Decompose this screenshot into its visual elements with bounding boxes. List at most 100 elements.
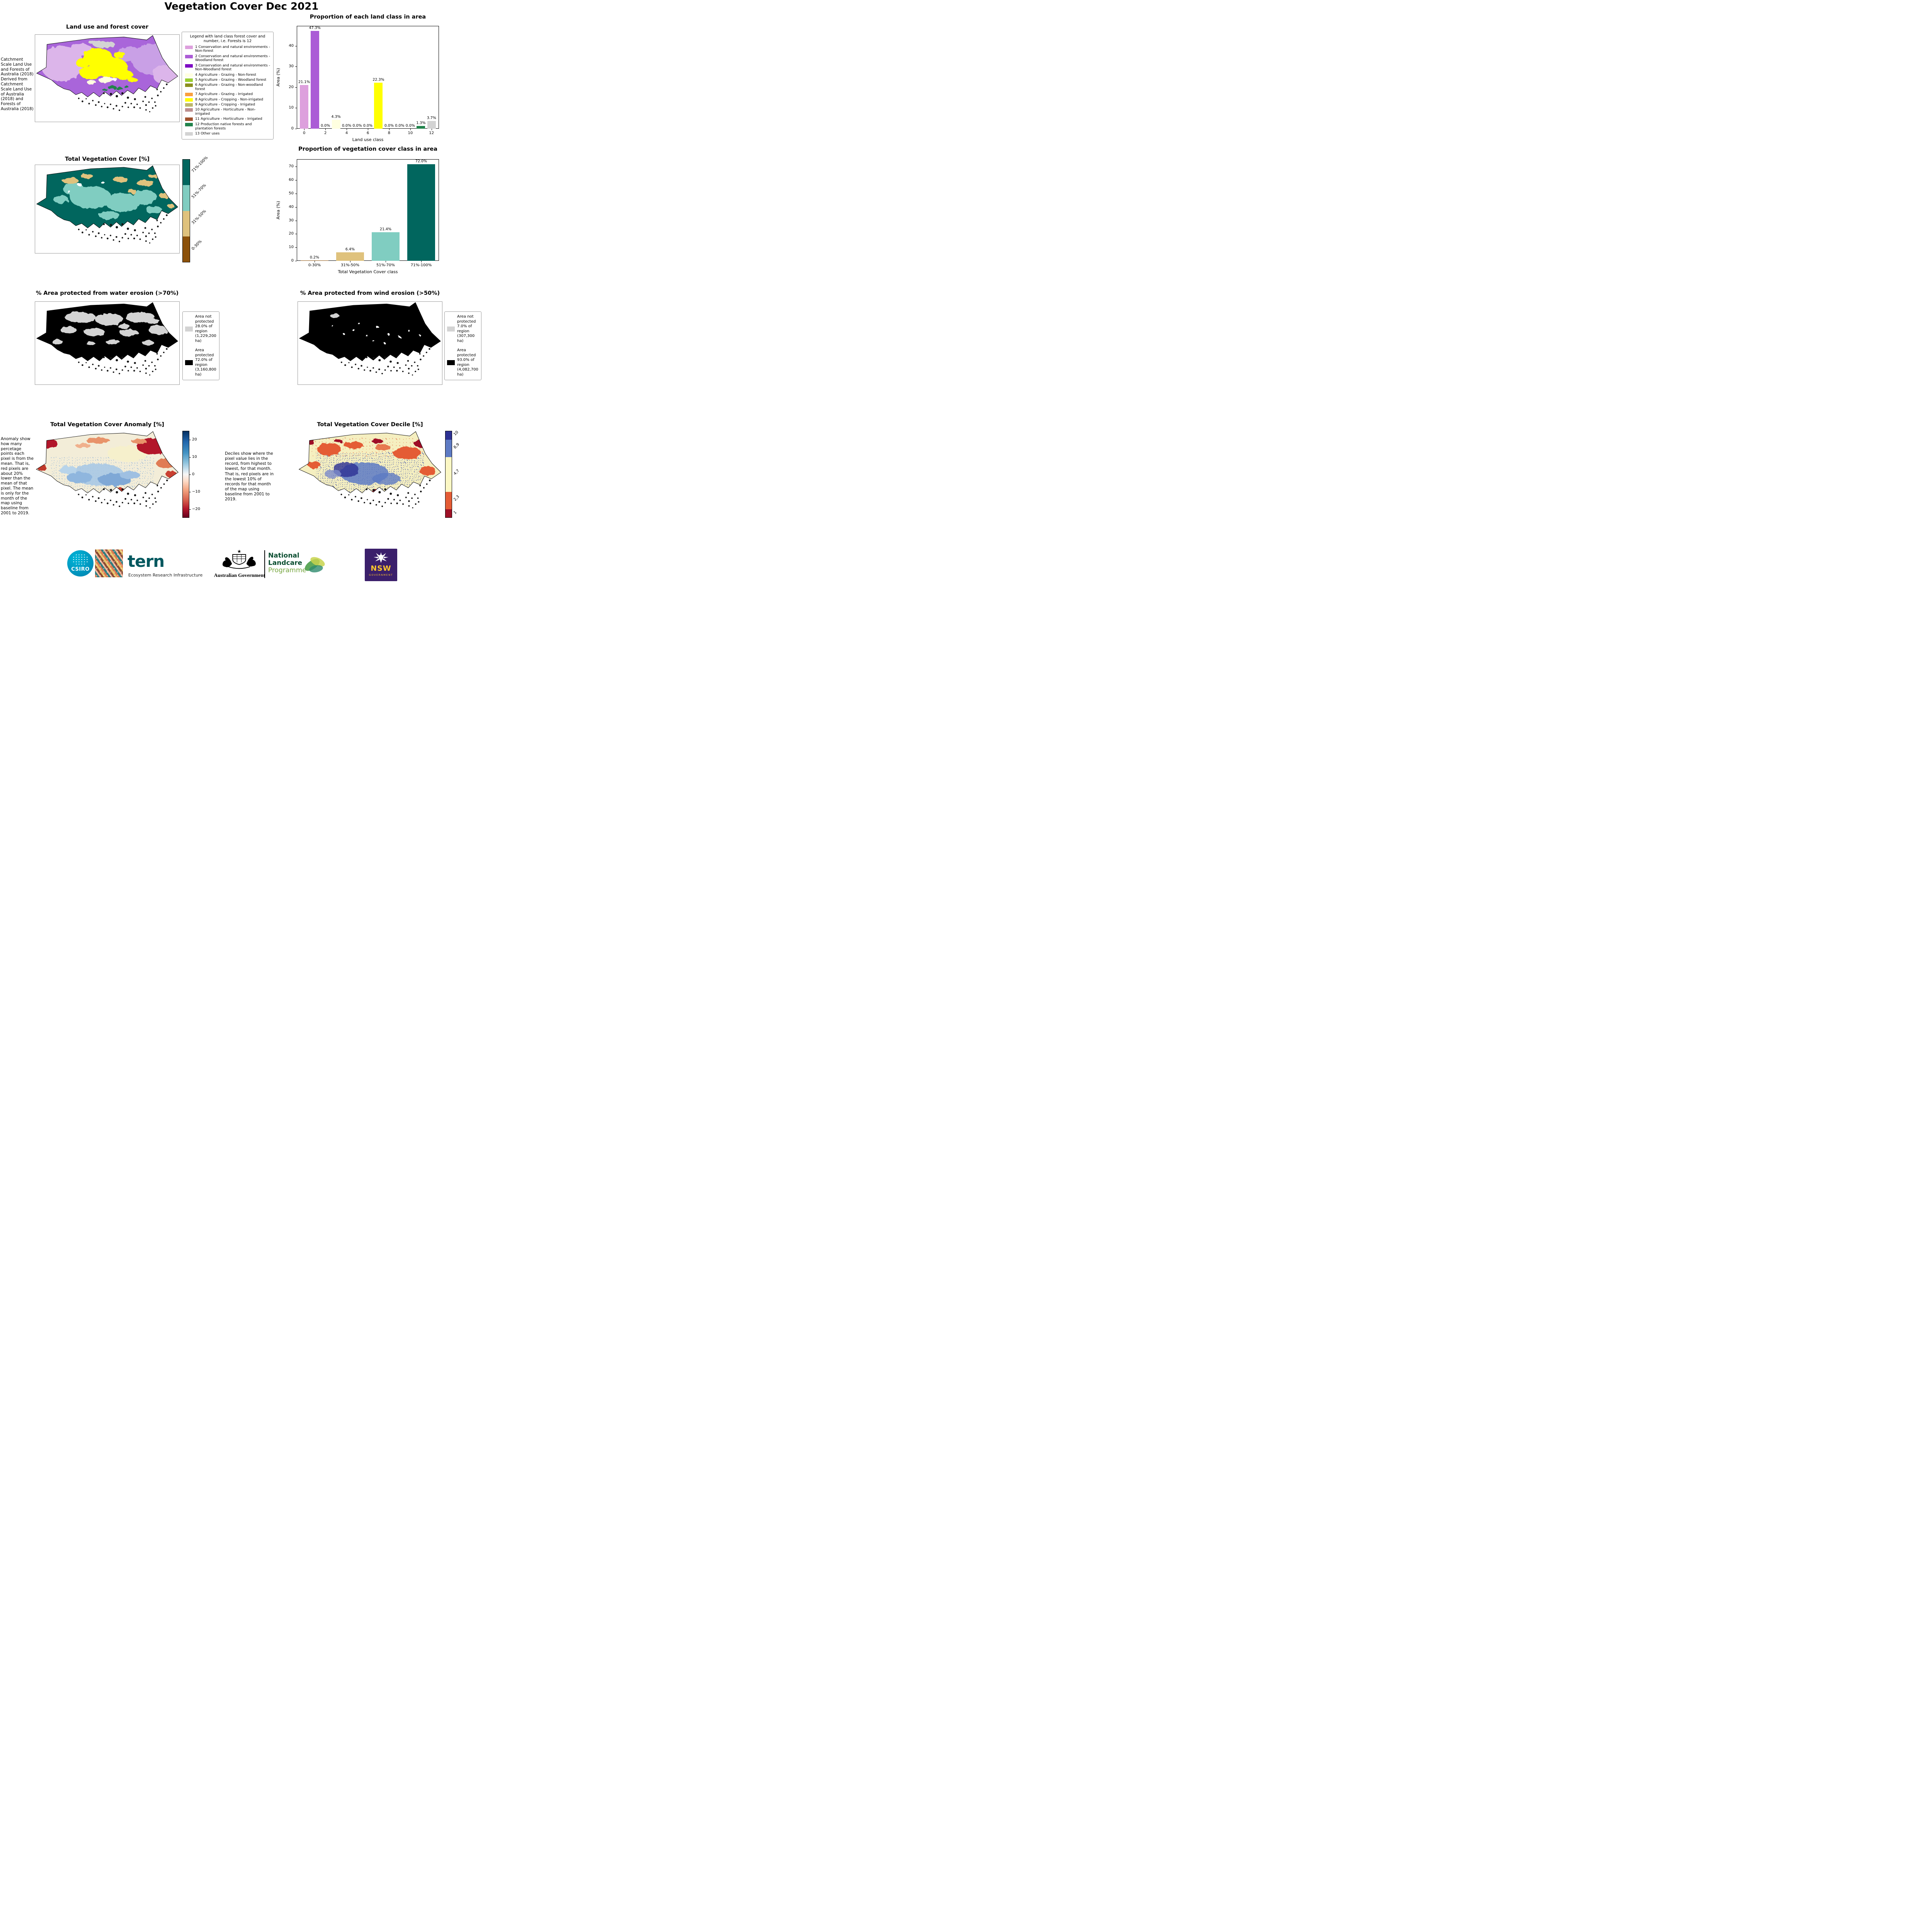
x-tick-label: 8 bbox=[388, 131, 391, 135]
land-class-label: 13 Other uses bbox=[195, 131, 220, 136]
colorbar-label: 0-30% bbox=[191, 239, 203, 251]
colorbar-tick-label: 20 bbox=[192, 437, 197, 442]
csiro-dots-pattern bbox=[72, 554, 88, 565]
indigenous-artwork bbox=[95, 549, 123, 577]
y-tick-mark bbox=[295, 87, 297, 88]
land-class-swatch bbox=[185, 73, 193, 77]
land-class-label: 1 Conservation and natural environments … bbox=[195, 45, 270, 53]
bar-value-label: 0.0% bbox=[342, 124, 352, 128]
colorbar-segment bbox=[445, 439, 452, 457]
x-tick-mark bbox=[410, 129, 411, 130]
colorbar-segment bbox=[182, 159, 190, 185]
anomaly-map-graphic bbox=[36, 431, 179, 509]
plot-area bbox=[297, 159, 439, 261]
x-tick-mark bbox=[421, 261, 422, 262]
nlp-line-1: National bbox=[268, 552, 299, 560]
bar bbox=[407, 164, 435, 261]
colorbar-segment bbox=[445, 509, 452, 518]
y-tick-label: 20 bbox=[289, 85, 294, 89]
land-class-swatch bbox=[185, 108, 193, 112]
colorbar-label: 71%-100% bbox=[191, 155, 209, 174]
legend-swatch bbox=[447, 327, 455, 332]
legend-swatch bbox=[447, 360, 455, 365]
land-class-item: 8 Agriculture - Cropping - Non-irrigated bbox=[185, 98, 270, 102]
legend-entry-label: Area protected 72.0% of region (3,160,80… bbox=[195, 348, 216, 377]
y-tick-label: 30 bbox=[289, 64, 294, 69]
land-class-swatch bbox=[185, 117, 193, 121]
colorbar-segment bbox=[445, 457, 452, 492]
land-class-swatch bbox=[185, 122, 193, 126]
csiro-logo: CSIRO bbox=[67, 550, 94, 577]
colorbar-tick-label: −10 bbox=[192, 489, 201, 494]
page-title: Vegetation Cover Dec 2021 bbox=[164, 1, 319, 12]
australian-government-label: Australian Government bbox=[214, 572, 265, 578]
colorbar-frame bbox=[182, 159, 190, 262]
y-tick-label: 60 bbox=[289, 178, 294, 182]
y-tick-label: 20 bbox=[289, 231, 294, 236]
veg-cover-colorbar: 71%-100% 51%-70% 31%-50% 0-30% bbox=[182, 155, 229, 267]
veg-cover-map-title: Total Vegetation Cover [%] bbox=[65, 156, 150, 162]
y-tick-mark bbox=[295, 66, 297, 67]
water-erosion-title: % Area protected from water erosion (>70… bbox=[36, 290, 179, 296]
anomaly-note: Anomaly show how many percetage points e… bbox=[1, 437, 34, 515]
land-class-label: 8 Agriculture - Cropping - Non-irrigated bbox=[195, 97, 264, 102]
bar-value-label: 0.2% bbox=[310, 255, 320, 260]
colorbar-label: 4,7 bbox=[453, 468, 461, 476]
landcare-leaf-icon bbox=[304, 557, 325, 573]
land-class-swatch bbox=[185, 45, 193, 49]
nsw-label: NSW bbox=[371, 564, 391, 573]
x-tick-label: 12 bbox=[429, 131, 434, 135]
land-class-label: 9 Agriculture - Cropping - Irrigated bbox=[195, 103, 255, 107]
y-tick-label: 0 bbox=[291, 259, 294, 263]
veg-cover-map bbox=[35, 165, 180, 253]
y-tick-label: 40 bbox=[289, 204, 294, 209]
land-use-map-title: Land use and forest cover bbox=[66, 24, 148, 30]
bar-value-label: 21.1% bbox=[298, 80, 310, 85]
land-class-item: 11 Agriculture - Horticulture - Irrigate… bbox=[185, 117, 270, 121]
land-class-item: 12 Production native forests and plantat… bbox=[185, 122, 270, 131]
x-tick-label: 4 bbox=[345, 131, 348, 135]
land-class-label: 2 Conservation and natural environments … bbox=[195, 54, 270, 63]
x-tick-label: 71%-100% bbox=[410, 263, 432, 267]
land-class-swatch bbox=[185, 54, 193, 58]
land-use-source-note: Catchment Scale Land Use and Forests of … bbox=[1, 57, 34, 111]
bar-value-label: 0.0% bbox=[321, 124, 330, 128]
land-use-map-graphic bbox=[36, 35, 178, 112]
decile-note: Deciles show where the pixel value lies … bbox=[225, 451, 274, 502]
bar-value-label: 72.0% bbox=[415, 159, 427, 163]
colorbar-label: 10 bbox=[453, 430, 459, 437]
bar bbox=[300, 85, 309, 129]
y-axis-label: Area (%) bbox=[276, 68, 281, 87]
decile-map-title: Total Vegetation Cover Decile [%] bbox=[317, 422, 423, 428]
decile-map-graphic bbox=[299, 431, 441, 509]
colorbar-label: 51%-70% bbox=[191, 183, 207, 200]
report-page: Vegetation Cover Dec 2021 Land use and f… bbox=[0, 0, 483, 583]
colorbar-gradient bbox=[182, 431, 189, 518]
land-class-swatch bbox=[185, 83, 193, 87]
y-tick-label: 0 bbox=[291, 126, 294, 131]
land-class-swatch bbox=[185, 78, 193, 82]
land-class-item: 13 Other uses bbox=[185, 132, 270, 136]
land-class-swatch bbox=[185, 64, 193, 68]
anomaly-map bbox=[35, 431, 180, 518]
nlp-line-2: Landcare bbox=[268, 559, 303, 567]
land-class-label: 12 Production native forests and plantat… bbox=[195, 122, 252, 131]
land-class-swatch bbox=[185, 98, 193, 102]
y-tick-label: 10 bbox=[289, 105, 294, 110]
bar bbox=[374, 82, 383, 129]
legend-swatch bbox=[185, 327, 193, 332]
y-tick-mark bbox=[295, 247, 297, 248]
nlp-line-3: Programme bbox=[268, 566, 306, 574]
x-tick-mark bbox=[325, 129, 326, 130]
x-tick-label: 51%-70% bbox=[376, 263, 395, 267]
legend-swatch bbox=[185, 360, 193, 365]
colorbar-segment bbox=[182, 236, 190, 262]
legend-entry: Area protected 72.0% of region (3,160,80… bbox=[185, 348, 217, 377]
colorbar-label: 1 bbox=[453, 510, 458, 515]
bar-value-label: 3.7% bbox=[427, 116, 436, 121]
x-axis-label: Total Vegetation Cover class bbox=[338, 269, 398, 274]
tern-subtitle: Ecosystem Research Infrastructure bbox=[128, 573, 203, 578]
wind-erosion-map-graphic bbox=[299, 302, 441, 376]
legend-entry-label: Area not protected 7.0% of region (307,3… bbox=[457, 315, 476, 343]
wind-erosion-map bbox=[298, 301, 442, 385]
